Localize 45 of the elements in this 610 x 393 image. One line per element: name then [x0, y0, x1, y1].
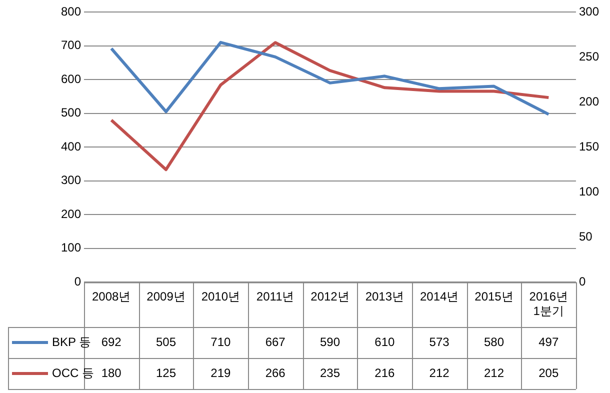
legend-label: BKP 등 [52, 334, 92, 349]
y2-tick-label: 50 [578, 229, 593, 244]
y2-tick-label: 250 [578, 49, 600, 64]
data-label: 505 [156, 334, 176, 349]
data-label: 212 [484, 366, 504, 380]
y-tick-label: 500 [60, 106, 82, 120]
y-tick-label: 300 [60, 173, 82, 188]
y2-tick-label: 300 [578, 4, 600, 18]
x-tick-label: 2013년 [365, 290, 404, 304]
y-tick-label: 200 [60, 206, 82, 221]
y2-tick-label: 150 [578, 139, 600, 154]
data-label: 266 [265, 366, 286, 380]
data-label: 205 [538, 366, 559, 380]
y-tick-label: 600 [60, 72, 82, 86]
x-tick-label: 2009년 [146, 290, 186, 304]
y-tick-label: 100 [60, 240, 82, 255]
legend-label: OCC 등 [52, 366, 94, 380]
data-label: 710 [210, 334, 232, 349]
y-tick-label: 0 [74, 274, 82, 289]
x-tick-label: 2008년 [92, 290, 131, 304]
data-label: 219 [210, 366, 232, 380]
y-tick-label: 400 [60, 139, 82, 154]
x-tick-label: 2015년 [474, 290, 514, 304]
x-tick-label: 2011년 [256, 290, 294, 304]
data-label: 610 [374, 334, 395, 349]
x-tick-label: 2010년 [201, 290, 240, 304]
x-tick-label: 2014년 [420, 290, 459, 304]
y2-tick-label: 200 [578, 94, 600, 108]
data-label: 692 [101, 334, 122, 349]
data-label: 212 [429, 366, 450, 380]
data-label: 573 [429, 334, 450, 349]
x-tick-label: 2012년 [310, 290, 350, 304]
data-label: 667 [265, 334, 286, 349]
data-label: 497 [538, 334, 559, 349]
x-tick-label: 2016년 1분기 [529, 290, 568, 318]
y-tick-label: 700 [60, 38, 82, 52]
y2-tick-label: 100 [578, 184, 600, 198]
y2-tick-label: 0 [578, 274, 586, 289]
data-label: 580 [484, 334, 504, 349]
data-label: 590 [320, 334, 340, 349]
data-label: 235 [320, 366, 340, 380]
data-label: 180 [101, 366, 122, 380]
y-tick-label: 800 [60, 4, 82, 18]
data-label: 216 [374, 366, 395, 380]
data-label: 125 [156, 366, 176, 380]
